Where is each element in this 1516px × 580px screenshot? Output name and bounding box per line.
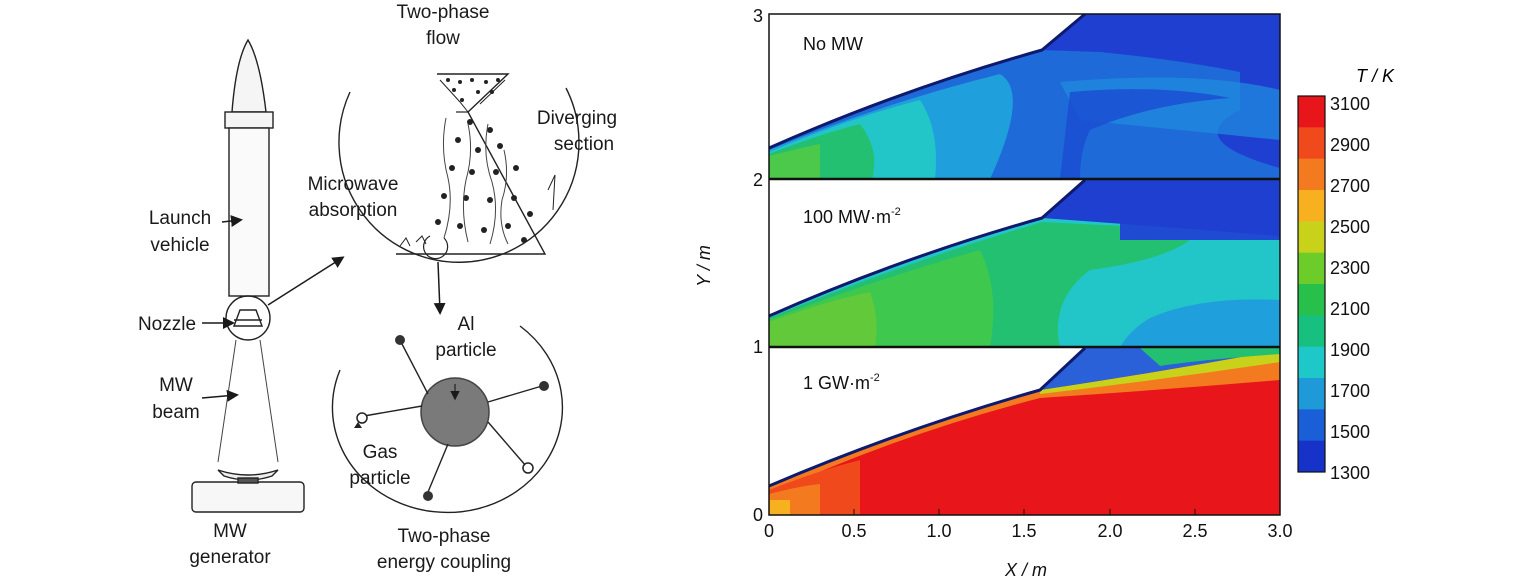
x-tick-label: 3.0 xyxy=(1267,521,1292,541)
colorbar-tick: 1700 xyxy=(1330,381,1370,401)
colorbar-tick: 3100 xyxy=(1330,94,1370,114)
colorbar-band xyxy=(1298,252,1325,285)
colorbar-title: T / K xyxy=(1356,66,1395,86)
colorbar-tick: 2500 xyxy=(1330,217,1370,237)
y-axis: 0 1 2 3 Y / m xyxy=(694,6,763,525)
x-axis: 0 0.5 1.0 1.5 2.0 2.5 3.0 X / m xyxy=(764,509,1293,580)
colorbar-band xyxy=(1298,221,1325,254)
x-tick-label: 0.5 xyxy=(841,521,866,541)
contour-100mw xyxy=(769,180,1280,347)
colorbar-band xyxy=(1298,346,1325,379)
colorbar-band xyxy=(1298,190,1325,222)
mw-beam-label-2: beam xyxy=(152,402,200,423)
subplot-label-no-mw: No MW xyxy=(803,34,863,54)
diverging-section-label: Diverging xyxy=(537,108,617,129)
mw-generator-label-2: generator xyxy=(189,547,271,568)
colorbar-band xyxy=(1298,158,1325,191)
contour-no-mw xyxy=(769,14,1280,179)
colorbar-tick: 2300 xyxy=(1330,258,1370,278)
energy-coupling-label-2: energy coupling xyxy=(377,552,511,573)
x-tick-label: 0 xyxy=(764,521,774,541)
y-tick-label: 3 xyxy=(753,6,763,26)
y-axis-label: Y / m xyxy=(694,245,714,287)
gas-particle-label-2: particle xyxy=(349,468,410,489)
colorbar-band xyxy=(1298,127,1325,160)
colorbar-band xyxy=(1298,315,1325,348)
colorbar-tick: 1500 xyxy=(1330,422,1370,442)
diverging-section-label-2: section xyxy=(554,134,614,155)
y-tick-label: 2 xyxy=(753,170,763,190)
subplot-label-1gw: 1 GW·m-2 xyxy=(803,372,880,393)
colorbar-band xyxy=(1298,440,1325,473)
al-particle-drawing xyxy=(420,377,490,447)
colorbar-bands xyxy=(1298,96,1325,473)
y-tick-label: 1 xyxy=(753,337,763,357)
colorbar-tick: 2700 xyxy=(1330,176,1370,196)
energy-coupling-zoom xyxy=(331,325,564,514)
subplot-label-100mw: 100 MW·m-2 xyxy=(803,206,901,227)
colorbar-band xyxy=(1298,409,1325,442)
colorbar-band xyxy=(1298,378,1325,410)
launch-vehicle-label-2: vehicle xyxy=(150,235,209,256)
contour-1gw xyxy=(769,348,1280,515)
colorbar-band xyxy=(1298,284,1325,316)
schematic-pointers xyxy=(201,215,446,402)
two-phase-flow-label: Two-phase xyxy=(397,2,490,23)
mw-generator-label: MW xyxy=(213,521,247,542)
colorbar-tick: 1900 xyxy=(1330,340,1370,360)
colorbar-band xyxy=(1298,96,1325,128)
x-tick-label: 1.0 xyxy=(926,521,951,541)
energy-coupling-label: Two-phase xyxy=(398,526,491,547)
nozzle-label: Nozzle xyxy=(138,314,196,335)
x-axis-label: X / m xyxy=(1004,560,1047,580)
gas-particle-label: Gas xyxy=(363,442,398,463)
colorbar: T / K 3100 2900 2700 2500 2300 2100 1900… xyxy=(1297,66,1395,483)
launch-vehicle-drawing xyxy=(191,38,305,513)
two-phase-flow-zoom xyxy=(338,73,580,263)
colorbar-tick: 2900 xyxy=(1330,135,1370,155)
launch-vehicle-label: Launch xyxy=(149,208,211,229)
x-tick-label: 2.5 xyxy=(1182,521,1207,541)
x-tick-label: 1.5 xyxy=(1011,521,1036,541)
al-particle-label: Al xyxy=(458,314,475,335)
y-tick-label: 0 xyxy=(753,505,763,525)
microwave-absorption-label-2: absorption xyxy=(309,200,398,221)
mw-beam-label: MW xyxy=(159,375,193,396)
two-phase-flow-label-2: flow xyxy=(426,28,460,49)
microwave-absorption-label: Microwave xyxy=(308,174,399,195)
schematic-panel: Two-phase flow Diverging section Microwa… xyxy=(138,2,617,573)
x-tick-label: 2.0 xyxy=(1097,521,1122,541)
al-particle-label-2: particle xyxy=(435,340,496,361)
streamlines-upper xyxy=(442,117,509,245)
colorbar-tick: 1300 xyxy=(1330,463,1370,483)
contour-panel: No MW 100 MW·m-2 1 GW·m-2 0 0.5 1.0 1.5 … xyxy=(694,6,1395,580)
particles-upper xyxy=(435,78,533,243)
colorbar-tick: 2100 xyxy=(1330,299,1370,319)
